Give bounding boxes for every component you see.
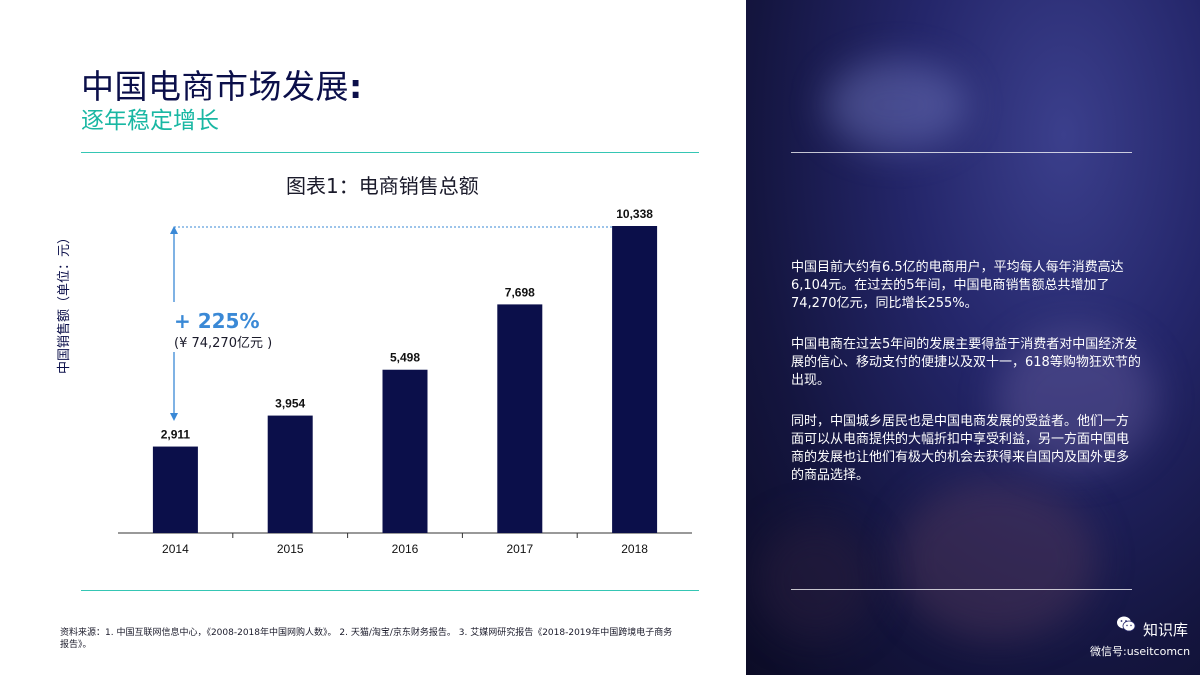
data-label-2017: 7,698 — [505, 285, 535, 299]
data-label-2016: 5,498 — [390, 351, 420, 365]
background-light — [896, 480, 1096, 640]
x-tick-label-2018: 2018 — [621, 542, 648, 556]
growth-percent: + 225% — [174, 309, 260, 333]
page-subtitle: 逐年稳定增长 — [81, 108, 219, 134]
page-title: 中国电商市场发展: — [81, 60, 363, 108]
background-light — [996, 330, 1156, 470]
left-panel: 中国电商市场发展: 逐年稳定增长 图表1：电商销售总额 中国销售额（单位：元） … — [57, 60, 699, 650]
bar-chart: 2,911 2014 3,954 2015 5,498 2016 7,698 2017 10,3… — [118, 207, 692, 556]
growth-amount: (¥ 74,270亿元 ) — [174, 336, 273, 351]
background-light — [756, 520, 876, 640]
chart-bottom-divider — [81, 590, 699, 591]
title-text: 中国电商市场发展 — [81, 67, 349, 106]
data-label-2015: 3,954 — [275, 397, 305, 411]
arrow-head-up-icon — [170, 226, 178, 234]
bar-2016 — [382, 369, 428, 533]
title-divider — [81, 152, 699, 153]
source-note: 资料来源：1. 中国互联网信息中心，《2008-2018年中国网购人数》。 2.… — [60, 628, 673, 650]
bar-2018 — [612, 226, 658, 533]
paragraph-3: 同时，中国城乡居民也是中国电商发展的受益者。他们一方面可以从电商提供的大幅折扣中… — [791, 414, 1130, 483]
bar-2014 — [152, 446, 198, 533]
x-tick-label-2014: 2014 — [162, 542, 189, 556]
brand-name: 知识库 — [1143, 621, 1189, 639]
x-tick-label-2015: 2015 — [277, 542, 304, 556]
chart-title: 图表1：电商销售总额 — [286, 174, 479, 198]
right-top-divider — [791, 152, 1132, 153]
bar-2015 — [267, 415, 313, 533]
paragraph-1: 中国目前大约有6.5亿的电商用户，平均每人每年消费高达6,104元。在过去的5年… — [791, 260, 1124, 311]
right-bottom-divider — [791, 589, 1132, 590]
x-tick-label-2017: 2017 — [506, 542, 533, 556]
bar-2017 — [497, 304, 543, 533]
title-colon: : — [349, 67, 363, 106]
wechat-id: 微信号:useitcomcn — [1090, 645, 1191, 658]
x-tick-label-2016: 2016 — [392, 542, 419, 556]
arrow-head-down-icon — [170, 413, 178, 421]
data-label-2014: 2,911 — [161, 428, 191, 442]
data-label-2018: 10,338 — [616, 207, 653, 221]
wechat-icon — [1117, 616, 1136, 632]
paragraph-2: 中国电商在过去5年间的发展主要得益于消费者对中国经济发展的信心、移动支付的便捷以… — [791, 337, 1141, 388]
right-panel: 中国目前大约有6.5亿的电商用户，平均每人每年消费高达6,104元。在过去的5年… — [746, 0, 1200, 675]
background-light — [826, 60, 966, 150]
